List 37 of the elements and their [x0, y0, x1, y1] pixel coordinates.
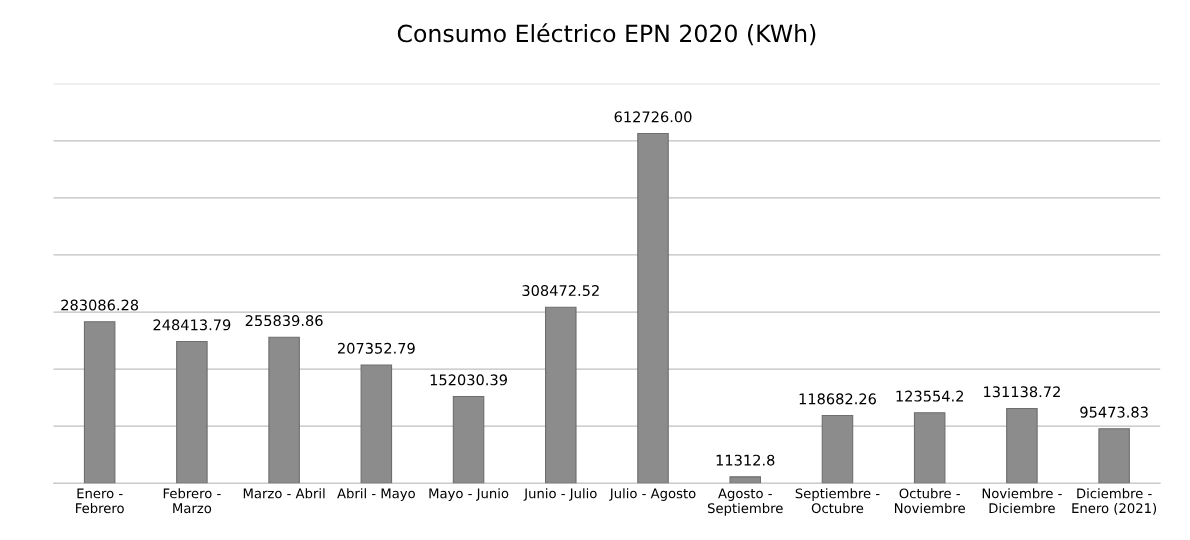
bar: [821, 414, 854, 484]
bar: [360, 364, 393, 484]
bar: [637, 132, 669, 484]
chart-title: Consumo Eléctrico EPN 2020 (KWh): [397, 23, 816, 46]
bar: [913, 412, 946, 484]
bar: [176, 340, 208, 484]
x-tick-label: Agosto - Septiembre: [707, 488, 783, 516]
bar: [83, 321, 116, 484]
data-label: 11312.8: [716, 454, 775, 466]
x-tick-label: Junio - Julio: [523, 488, 597, 501]
x-tick-label: Septiembre - Octubre: [795, 488, 880, 514]
data-label: 152030.39: [430, 374, 507, 386]
x-tick-label: Diciembre - Enero (2021): [1072, 488, 1157, 515]
bar: [729, 476, 762, 484]
data-label: 123554.2: [896, 390, 964, 402]
data-label: 255839.86: [245, 315, 323, 327]
x-tick-label: Octubre - Noviembre: [894, 488, 965, 514]
data-label: 283086.28: [61, 299, 139, 311]
data-label: 612726.00: [614, 111, 692, 123]
x-tick-label: Febrero - Marzo: [163, 488, 221, 514]
data-label: 118682.26: [799, 393, 876, 405]
data-label: 95473.83: [1080, 406, 1148, 418]
data-label: 131138.72: [984, 386, 1060, 398]
bar: [545, 306, 577, 484]
x-tick-label: Marzo - Abril: [243, 488, 325, 499]
x-tick-label: Abril - Mayo: [337, 488, 415, 501]
x-tick-label: Mayo - Junio: [429, 488, 509, 501]
x-tick-label: Enero - Febrero: [76, 488, 124, 514]
data-label: 207352.79: [337, 342, 415, 354]
x-tick-label: Noviembre - Diciembre: [982, 488, 1062, 514]
bar: [268, 336, 300, 484]
data-label: 308472.52: [522, 285, 599, 297]
bar: [1006, 407, 1038, 484]
x-tick-label: Julio - Agosto: [609, 488, 696, 501]
bar: [452, 395, 485, 484]
data-label: 248413.79: [153, 319, 231, 331]
bar: [1098, 428, 1130, 484]
